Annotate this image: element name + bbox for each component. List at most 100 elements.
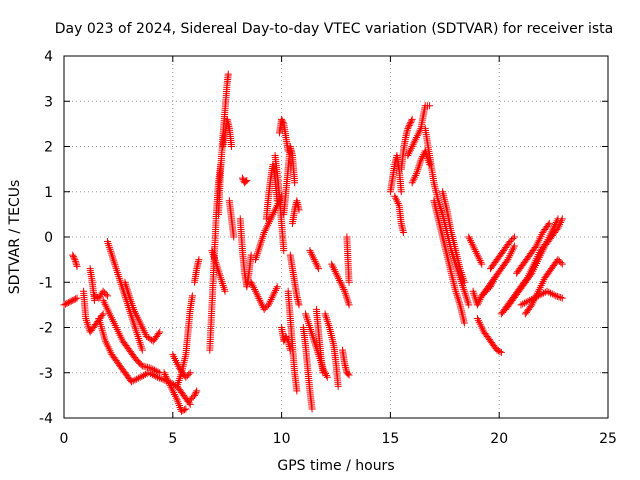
data-point — [278, 115, 286, 123]
data-point — [397, 188, 405, 196]
data-point — [272, 285, 280, 293]
data-point — [186, 396, 194, 404]
data-point — [278, 117, 286, 125]
data-point — [254, 248, 262, 256]
data-point — [474, 253, 482, 261]
data-point — [557, 219, 565, 227]
data-point — [166, 381, 174, 389]
y-tick-label: 0 — [44, 230, 53, 246]
data-point — [345, 278, 353, 286]
data-point — [543, 287, 551, 295]
data-point — [468, 240, 476, 248]
data-point — [330, 266, 338, 274]
data-point — [127, 378, 135, 386]
data-point — [307, 248, 315, 256]
data-point — [413, 133, 421, 141]
data-point — [293, 387, 301, 395]
data-point — [555, 222, 563, 230]
data-point — [243, 176, 251, 184]
data-point — [230, 233, 238, 241]
data-point — [151, 366, 159, 374]
data-point — [160, 369, 168, 377]
data-point — [392, 196, 400, 204]
data-point — [209, 250, 217, 258]
data-point — [114, 270, 122, 278]
data-point — [105, 241, 113, 249]
data-point — [134, 374, 142, 382]
data-point — [313, 261, 321, 269]
data-point — [219, 281, 227, 289]
data-point — [269, 292, 277, 300]
data-point — [178, 407, 186, 415]
data-point — [309, 254, 317, 262]
data-point — [343, 295, 351, 303]
data-point — [71, 256, 79, 264]
data-point — [470, 244, 478, 252]
data-point — [506, 238, 514, 246]
data-point — [111, 261, 119, 269]
x-tick-label: 0 — [60, 431, 69, 447]
data-point — [107, 249, 115, 257]
data-point — [466, 237, 474, 245]
data-point — [113, 269, 121, 277]
data-point — [138, 344, 146, 352]
data-point — [175, 377, 183, 385]
data-point — [109, 255, 117, 263]
x-axis-title: GPS time / hours — [277, 458, 394, 474]
data-point — [405, 121, 413, 129]
data-point — [340, 285, 348, 293]
data-point — [220, 285, 228, 293]
data-point — [258, 236, 266, 244]
data-point — [188, 394, 196, 402]
data-point — [107, 247, 115, 255]
data-point — [185, 399, 193, 407]
data-point — [343, 293, 351, 301]
data-point — [83, 318, 91, 326]
data-point — [302, 310, 310, 318]
data-point — [303, 314, 311, 322]
data-point — [555, 257, 563, 265]
data-point — [261, 227, 269, 235]
data-point — [557, 294, 565, 302]
data-point — [186, 369, 194, 377]
data-point — [473, 301, 481, 309]
data-point — [407, 118, 415, 126]
data-point — [135, 334, 143, 342]
data-point — [321, 310, 329, 318]
data-point — [268, 294, 276, 302]
data-point — [131, 323, 139, 331]
data-point — [454, 295, 462, 303]
data-point — [164, 376, 172, 384]
data-point — [408, 143, 416, 150]
data-point — [262, 304, 270, 312]
grid-lines — [64, 56, 608, 418]
data-point — [167, 383, 175, 391]
data-point — [224, 70, 232, 78]
data-point — [133, 331, 141, 339]
data-point — [182, 373, 190, 381]
data-point — [405, 150, 413, 158]
data-point — [71, 257, 79, 265]
data-point — [404, 152, 412, 160]
data-point — [464, 299, 472, 307]
data-point — [329, 262, 337, 270]
data-point — [477, 258, 485, 266]
data-point — [412, 171, 420, 179]
y-tick-label: 4 — [44, 49, 53, 65]
data-point — [408, 115, 416, 123]
data-point — [467, 238, 475, 246]
data-point — [258, 234, 266, 242]
data-point — [269, 210, 277, 218]
data-point — [262, 225, 270, 233]
data-point — [471, 246, 479, 254]
data-point — [108, 253, 116, 261]
data-point — [476, 295, 484, 303]
x-tick-label: 5 — [168, 431, 177, 447]
data-point — [161, 371, 169, 379]
x-tick-label: 25 — [599, 431, 617, 447]
data-point — [255, 295, 263, 303]
data-point — [307, 327, 315, 335]
data-point — [191, 390, 199, 398]
data-point — [545, 219, 553, 227]
data-point — [339, 284, 347, 292]
